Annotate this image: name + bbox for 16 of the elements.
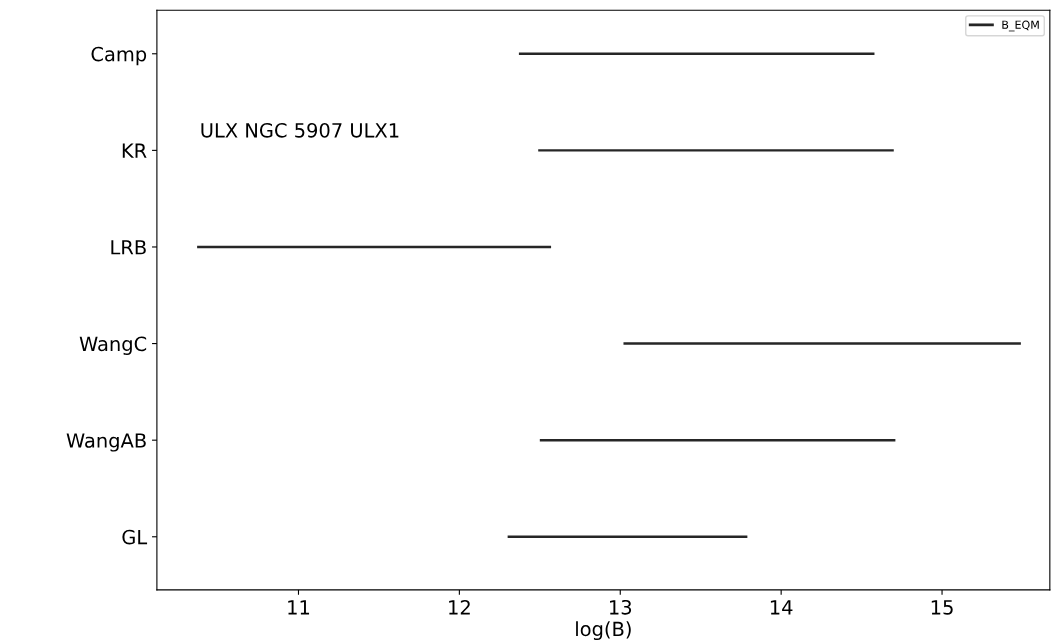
bar xyxy=(538,149,894,152)
legend-label: B_EQM xyxy=(1002,20,1039,32)
y-tick-label: GL xyxy=(122,529,148,545)
x-tick-label: 13 xyxy=(610,599,632,615)
x-tick-label: 15 xyxy=(931,600,953,615)
x-tick-label: 14 xyxy=(770,600,793,615)
y-tick-label: WangC xyxy=(79,336,147,356)
annotation: ULX NGC 5907 ULX1 xyxy=(201,122,399,138)
bar xyxy=(623,342,1021,345)
y-tick-label: WangAB xyxy=(66,433,146,452)
x-tick-label: 11 xyxy=(288,600,310,615)
x-axis-title: log(B) xyxy=(576,621,631,641)
y-tick-label: KR xyxy=(122,143,147,158)
y-tick-label: Camp xyxy=(91,46,147,66)
x-tick-label: 12 xyxy=(449,599,470,615)
y-tick-label: LRB xyxy=(111,240,146,255)
